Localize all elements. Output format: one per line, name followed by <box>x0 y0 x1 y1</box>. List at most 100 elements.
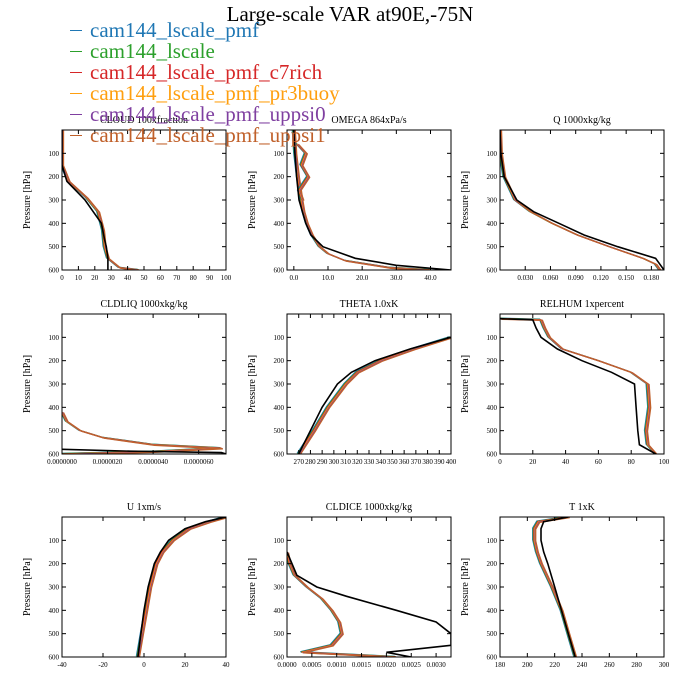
x-tick-label: 0.0010 <box>327 661 347 669</box>
x-tick-label: 0.120 <box>593 274 609 282</box>
x-tick-label: 200 <box>522 661 533 669</box>
panel-title: CLDLIQ 1000xkg/kg <box>101 299 188 310</box>
plot-lines <box>62 411 226 454</box>
y-tick-label: 100 <box>487 537 498 545</box>
series-line <box>535 517 578 657</box>
y-tick-label: 300 <box>487 584 498 592</box>
x-tick-label: 340 <box>375 458 386 466</box>
y-tick-label: 200 <box>274 173 285 181</box>
panel: CLOUD 100xfraction Pressure [hPa] 0 10 20 30 4… <box>22 115 232 282</box>
x-tick-label: 280 <box>631 661 642 669</box>
y-tick-label: 300 <box>49 584 60 592</box>
y-tick-label: 500 <box>49 243 60 251</box>
y-tick-label: 100 <box>274 334 285 342</box>
series-line-reference <box>297 336 451 454</box>
series-line <box>287 552 398 657</box>
series-line <box>292 130 430 270</box>
panel-title: CLDICE 1000xkg/kg <box>326 502 412 513</box>
y-axis-label: Pressure [hPa] <box>460 171 471 229</box>
y-tick-label: 400 <box>487 404 498 412</box>
x-tick-label: 0.0000 <box>277 661 297 669</box>
x-tick-label: 100 <box>659 458 670 466</box>
x-tick-label: 20 <box>529 458 537 466</box>
y-axis-label: Pressure [hPa] <box>247 171 258 229</box>
y-tick-label: 400 <box>274 404 285 412</box>
y-tick-label: 300 <box>487 197 498 205</box>
panel-title: Q 1000xkg/kg <box>553 115 611 126</box>
y-tick-label: 600 <box>487 654 498 662</box>
series-line <box>287 552 398 657</box>
y-tick-label: 400 <box>49 404 60 412</box>
y-axis-label: Pressure [hPa] <box>460 558 471 616</box>
y-tick-label: 500 <box>487 427 498 435</box>
x-tick-label: 260 <box>604 661 615 669</box>
panel: RELHUM 1xpercent Pressure [hPa] 0 20 40 60 80 1… <box>460 299 670 466</box>
panel: T 1xK Pressure [hPa] 180 200 220 240 260 280 300… <box>460 502 670 669</box>
x-tick-label: 370 <box>411 458 422 466</box>
y-tick-label: 300 <box>487 381 498 389</box>
y-axis-label: Pressure [hPa] <box>247 558 258 616</box>
series-line <box>287 555 395 657</box>
series-line <box>298 336 451 454</box>
x-tick-label: 0.090 <box>568 274 584 282</box>
series-line <box>297 336 451 454</box>
x-tick-label: 0.0000020 <box>93 458 123 466</box>
y-tick-label: 200 <box>49 357 60 365</box>
plot-lines <box>296 336 451 454</box>
y-tick-label: 500 <box>49 630 60 638</box>
series-line <box>500 317 655 454</box>
series-line <box>287 551 397 657</box>
panel: U 1xm/s Pressure [hPa] -40 -20 0 20 40 100 200 30… <box>22 502 230 669</box>
y-tick-label: 300 <box>274 197 285 205</box>
y-axis-label: Pressure [hPa] <box>460 355 471 413</box>
y-tick-label: 200 <box>49 560 60 568</box>
series-line <box>62 130 140 270</box>
x-tick-label: 300 <box>329 458 340 466</box>
plot-frame <box>286 516 452 658</box>
y-tick-label: 200 <box>274 357 285 365</box>
series-line <box>62 130 141 270</box>
panel-title: RELHUM 1xpercent <box>540 299 624 310</box>
y-tick-label: 500 <box>49 427 60 435</box>
y-tick-label: 100 <box>49 334 60 342</box>
series-line <box>500 152 659 270</box>
y-tick-label: 500 <box>487 630 498 638</box>
series-line <box>500 317 656 454</box>
y-tick-label: 500 <box>487 243 498 251</box>
x-tick-label: 0.030 <box>517 274 533 282</box>
x-tick-label: 290 <box>317 458 328 466</box>
panel: OMEGA 864xPa/s Pressure [hPa] 0.0 10.0 20.0 3… <box>247 115 452 282</box>
x-tick-label: 0.0000000 <box>47 458 77 466</box>
x-tick-label: 220 <box>549 661 560 669</box>
series-line <box>500 318 657 454</box>
series-line <box>500 318 658 454</box>
plot-frame <box>499 313 665 455</box>
series-line-reference <box>62 130 109 270</box>
y-axis-label: Pressure [hPa] <box>22 171 33 229</box>
series-line <box>500 317 656 454</box>
y-axis-label: Pressure [hPa] <box>22 558 33 616</box>
x-tick-label: 330 <box>364 458 375 466</box>
x-tick-label: 280 <box>305 458 316 466</box>
x-tick-label: 100 <box>221 274 232 282</box>
y-tick-label: 300 <box>49 197 60 205</box>
x-tick-label: 0.180 <box>644 274 660 282</box>
y-tick-label: 300 <box>274 381 285 389</box>
series-line-reference <box>287 551 451 657</box>
y-tick-label: 200 <box>49 173 60 181</box>
x-tick-label: 60 <box>595 458 603 466</box>
y-tick-label: 400 <box>274 220 285 228</box>
x-tick-label: 0.0000040 <box>138 458 168 466</box>
x-tick-label: 350 <box>387 458 398 466</box>
series-line <box>296 336 450 454</box>
plot-lines <box>291 130 451 270</box>
series-line <box>299 337 451 454</box>
x-tick-label: 80 <box>628 458 636 466</box>
plot-lines <box>500 130 664 270</box>
y-axis-label: Pressure [hPa] <box>22 355 33 413</box>
x-tick-label: 10.0 <box>322 274 335 282</box>
series-line-reference <box>540 517 576 657</box>
x-tick-label: -40 <box>57 661 67 669</box>
